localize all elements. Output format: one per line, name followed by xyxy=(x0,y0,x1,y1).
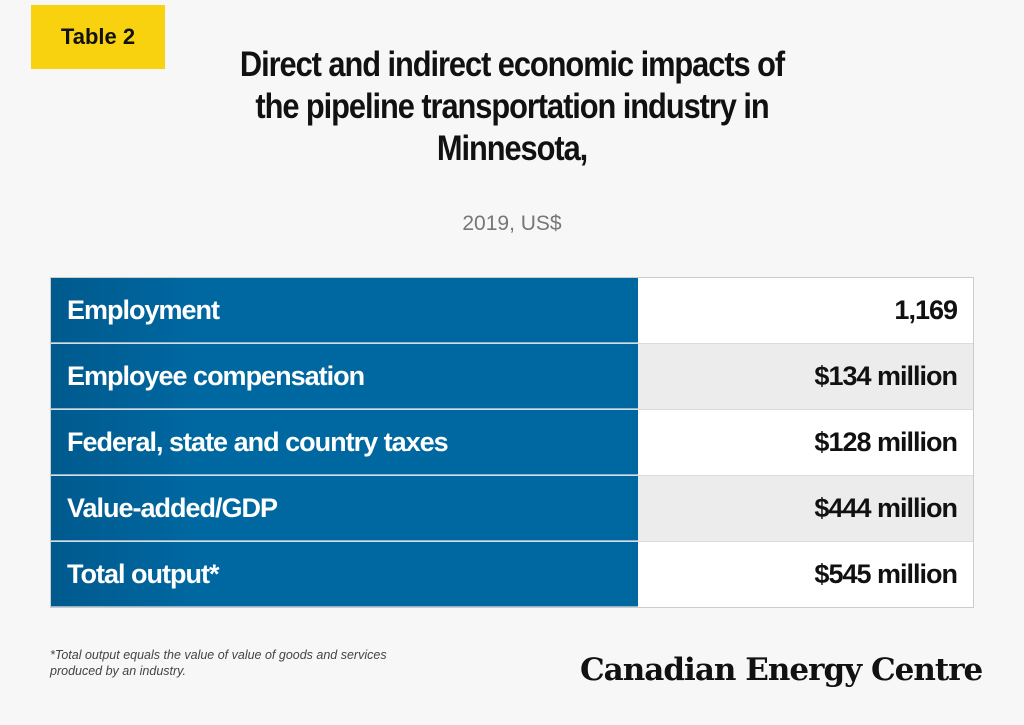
row-value: $134 million xyxy=(638,344,973,409)
row-label: Federal, state and country taxes xyxy=(51,410,638,475)
row-label: Employee compensation xyxy=(51,344,638,409)
data-table: Employment 1,169 Employee compensation $… xyxy=(50,277,974,608)
row-label: Total output* xyxy=(51,542,638,607)
row-label: Employment xyxy=(51,278,638,343)
table-row: Value-added/GDP $444 million xyxy=(51,475,973,541)
row-label: Value-added/GDP xyxy=(51,476,638,541)
page-title: Direct and indirect economic impacts of … xyxy=(239,45,785,168)
subtitle: 2019, US$ xyxy=(462,212,562,235)
table-row: Employment 1,169 xyxy=(51,278,973,343)
logo: Canadian Energy Centre xyxy=(580,652,983,688)
table-badge: Table 2 xyxy=(31,5,165,69)
row-value: 1,169 xyxy=(638,278,973,343)
footnote: *Total output equals the value of value … xyxy=(50,648,387,678)
row-value: $128 million xyxy=(638,410,973,475)
table-row: Total output* $545 million xyxy=(51,541,973,607)
table-row: Employee compensation $134 million xyxy=(51,343,973,409)
row-value: $444 million xyxy=(638,476,973,541)
table-row: Federal, state and country taxes $128 mi… xyxy=(51,409,973,475)
row-value: $545 million xyxy=(638,542,973,607)
